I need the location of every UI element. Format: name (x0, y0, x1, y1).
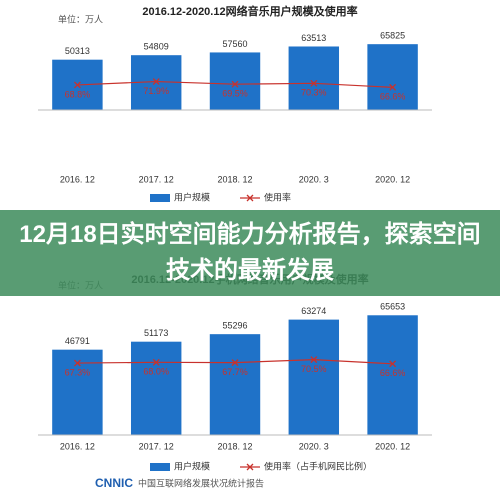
rate-marker (231, 359, 239, 367)
bar-value-label: 50313 (65, 46, 90, 56)
x-tick-label: 2020. 12 (375, 174, 410, 184)
bar-value-label: 65825 (380, 31, 405, 41)
x-tick-label: 2020. 12 (375, 441, 410, 451)
legend-label: 用户规模 (174, 460, 210, 471)
rate-marker (231, 80, 239, 88)
bar-value-label: 51173 (144, 328, 168, 338)
bar (288, 46, 340, 110)
bar-value-label: 63274 (301, 306, 326, 316)
rate-marker (389, 83, 397, 91)
legend-swatch (150, 463, 170, 471)
bar-value-label: 55296 (222, 321, 247, 331)
x-tick-label: 2020. 3 (299, 441, 329, 451)
legend-label: 用户规模 (174, 191, 210, 202)
rate-marker (310, 356, 318, 364)
x-tick-label: 2020. 3 (299, 174, 329, 184)
rate-label: 66.6% (380, 92, 406, 102)
rate-label: 66.6% (380, 368, 406, 378)
bar (288, 319, 340, 435)
bar (367, 315, 418, 435)
rate-marker (73, 81, 81, 89)
rate-label: 67.3% (65, 367, 91, 377)
rate-label: 70.3% (301, 88, 327, 98)
bar-value-label: 65653 (380, 302, 405, 312)
banner-title: 12月18日实时空间能力分析报告，探索空间技术的最新发展 (0, 210, 500, 296)
rate-marker (310, 79, 318, 87)
bar (130, 341, 182, 435)
chart-title: 2016.12-2020.12网络音乐用户规模及使用率 (142, 4, 357, 18)
rate-marker (389, 360, 397, 368)
footer-text: 中国互联网络发展状况统计报告 (138, 477, 264, 488)
x-tick-label: 2016. 12 (60, 441, 95, 451)
legend-swatch (246, 463, 254, 471)
rate-label: 67.7% (222, 367, 248, 377)
bar-value-label: 57560 (222, 39, 247, 49)
rate-label: 69.5% (222, 89, 248, 99)
rate-marker (73, 359, 81, 367)
x-tick-label: 2017. 12 (139, 441, 174, 451)
rate-label: 68.0% (143, 367, 169, 377)
x-tick-label: 2017. 12 (139, 174, 174, 184)
footer-logo: CNNIC (95, 476, 133, 490)
x-tick-label: 2018. 12 (217, 441, 252, 451)
unit-label: 单位：万人 (58, 13, 103, 24)
bar-value-label: 46791 (65, 336, 90, 346)
bar (209, 334, 261, 435)
rate-label: 70.5% (301, 364, 327, 374)
legend-label: 使用率（占手机网民比例） (264, 460, 372, 471)
legend-swatch (246, 194, 254, 202)
rate-label: 71.9% (143, 86, 169, 96)
bar (209, 52, 261, 110)
x-tick-label: 2018. 12 (217, 174, 252, 184)
bar-value-label: 63513 (301, 33, 326, 43)
legend-swatch (150, 194, 170, 202)
legend-label: 使用率 (264, 191, 291, 202)
bar-value-label: 54809 (144, 42, 169, 52)
rate-label: 68.8% (65, 89, 91, 99)
rate-marker (152, 358, 160, 366)
bar (367, 44, 418, 110)
x-tick-label: 2016. 12 (60, 174, 95, 184)
rate-marker (152, 78, 160, 86)
